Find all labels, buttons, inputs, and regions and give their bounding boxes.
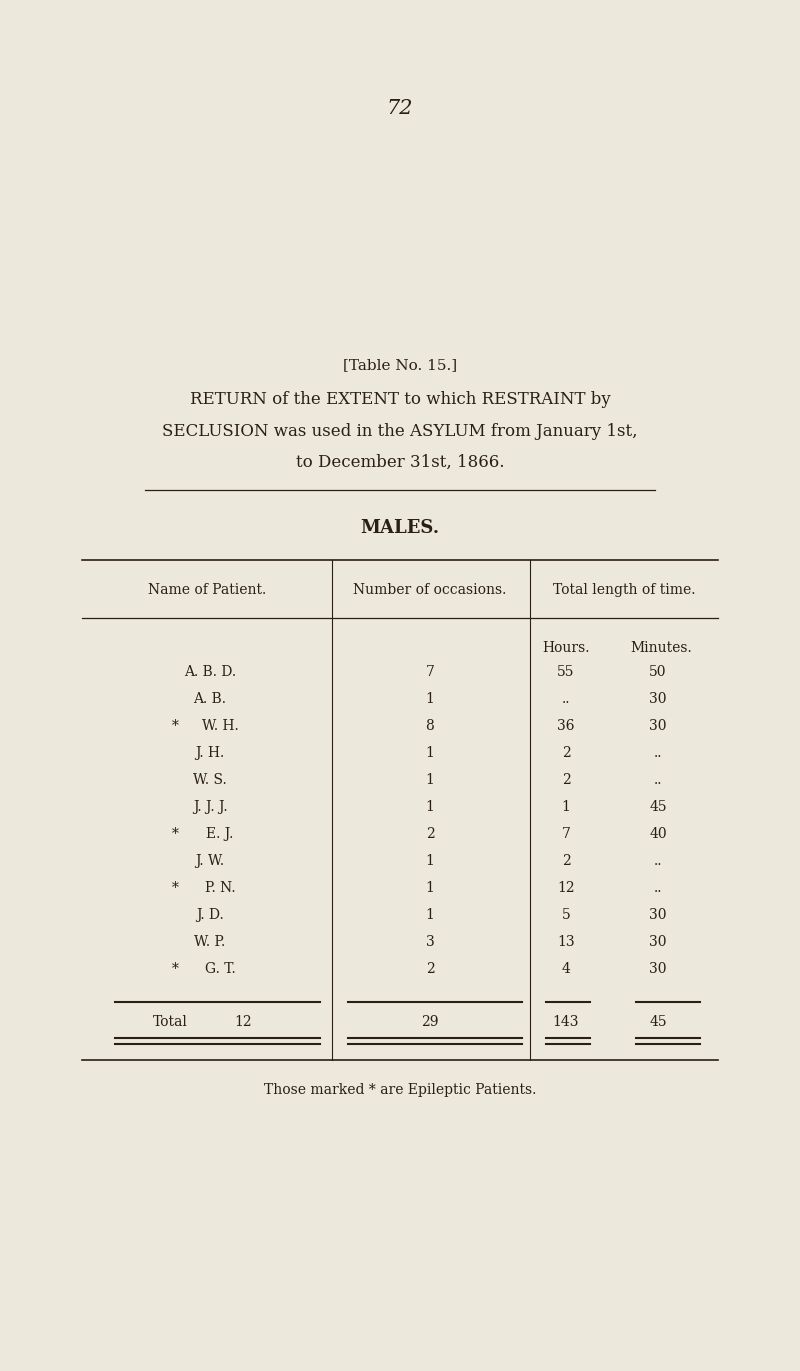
Text: 72: 72 xyxy=(386,99,414,118)
Text: 1: 1 xyxy=(426,882,434,895)
Text: 45: 45 xyxy=(649,801,667,814)
Text: G. T.: G. T. xyxy=(205,962,235,976)
Text: 1: 1 xyxy=(426,692,434,706)
Text: J. W.: J. W. xyxy=(195,854,225,868)
Text: 8: 8 xyxy=(426,718,434,733)
Text: 1: 1 xyxy=(562,801,570,814)
Text: 3: 3 xyxy=(426,935,434,949)
Text: *: * xyxy=(171,882,178,895)
Text: *: * xyxy=(171,718,178,733)
Text: A. B.: A. B. xyxy=(194,692,226,706)
Text: J. D.: J. D. xyxy=(196,908,224,923)
Text: 13: 13 xyxy=(557,935,575,949)
Text: 4: 4 xyxy=(562,962,570,976)
Text: ..: .. xyxy=(654,854,662,868)
Text: ..: .. xyxy=(654,773,662,787)
Text: 30: 30 xyxy=(650,935,666,949)
Text: W. S.: W. S. xyxy=(193,773,227,787)
Text: 143: 143 xyxy=(553,1015,579,1030)
Text: ..: .. xyxy=(654,882,662,895)
Text: 1: 1 xyxy=(426,854,434,868)
Text: *: * xyxy=(171,962,178,976)
Text: RETURN of the EXTENT to which RESTRAINT by: RETURN of the EXTENT to which RESTRAINT … xyxy=(190,392,610,409)
Text: 40: 40 xyxy=(649,827,667,840)
Text: 55: 55 xyxy=(558,665,574,679)
Text: 50: 50 xyxy=(650,665,666,679)
Text: Number of occasions.: Number of occasions. xyxy=(354,583,506,596)
Text: J. H.: J. H. xyxy=(195,746,225,760)
Text: 1: 1 xyxy=(426,746,434,760)
Text: W. H.: W. H. xyxy=(202,718,238,733)
Text: 2: 2 xyxy=(426,827,434,840)
Text: ..: .. xyxy=(562,692,570,706)
Text: 30: 30 xyxy=(650,692,666,706)
Text: 7: 7 xyxy=(426,665,434,679)
Text: E. J.: E. J. xyxy=(206,827,234,840)
Text: 30: 30 xyxy=(650,908,666,923)
Text: Those marked * are Epileptic Patients.: Those marked * are Epileptic Patients. xyxy=(264,1083,536,1097)
Text: 30: 30 xyxy=(650,718,666,733)
Text: Total: Total xyxy=(153,1015,187,1030)
Text: 30: 30 xyxy=(650,962,666,976)
Text: 2: 2 xyxy=(426,962,434,976)
Text: 7: 7 xyxy=(562,827,570,840)
Text: 45: 45 xyxy=(649,1015,667,1030)
Text: 2: 2 xyxy=(562,746,570,760)
Text: Name of Patient.: Name of Patient. xyxy=(148,583,266,596)
Text: to December 31st, 1866.: to December 31st, 1866. xyxy=(296,454,504,470)
Text: Hours.: Hours. xyxy=(542,642,590,655)
Text: 1: 1 xyxy=(426,773,434,787)
Text: 2: 2 xyxy=(562,854,570,868)
Text: Total length of time.: Total length of time. xyxy=(553,583,695,596)
Text: A. B. D.: A. B. D. xyxy=(184,665,236,679)
Text: *: * xyxy=(171,827,178,840)
Text: P. N.: P. N. xyxy=(205,882,235,895)
Text: MALES.: MALES. xyxy=(361,520,439,537)
Text: 5: 5 xyxy=(562,908,570,923)
Text: W. P.: W. P. xyxy=(194,935,226,949)
Text: 36: 36 xyxy=(558,718,574,733)
Text: 2: 2 xyxy=(562,773,570,787)
Text: SECLUSION was used in the ASYLUM from January 1st,: SECLUSION was used in the ASYLUM from Ja… xyxy=(162,424,638,440)
Text: 1: 1 xyxy=(426,908,434,923)
Text: J. J. J.: J. J. J. xyxy=(193,801,227,814)
Text: Minutes.: Minutes. xyxy=(630,642,692,655)
Text: 1: 1 xyxy=(426,801,434,814)
Text: 12: 12 xyxy=(234,1015,252,1030)
Text: 12: 12 xyxy=(557,882,575,895)
Text: 29: 29 xyxy=(422,1015,438,1030)
Text: [Table No. 15.]: [Table No. 15.] xyxy=(343,358,457,372)
Text: ..: .. xyxy=(654,746,662,760)
